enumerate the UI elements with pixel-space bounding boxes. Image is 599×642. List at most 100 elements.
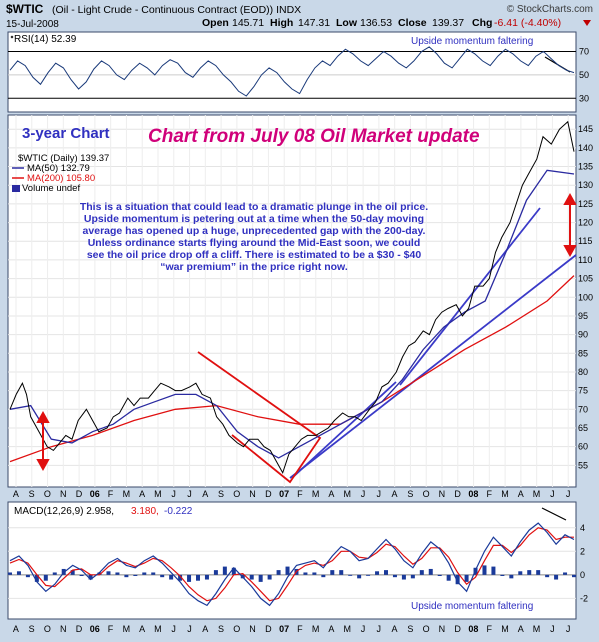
x-tick-label: M	[154, 624, 162, 634]
macd-histogram-bar	[16, 571, 21, 575]
macd-histogram-bar	[25, 574, 30, 578]
svg-text:Close: Close	[398, 17, 427, 29]
chart-span-label: 3-year Chart	[22, 125, 110, 142]
ohlc-readout: Open 145.71 High 147.31 Low 136.53 Close…	[202, 17, 561, 29]
svg-text:MA(50) 132.79: MA(50) 132.79	[27, 163, 90, 174]
x-axis-main: A S O N D 06 F M A M J J A S O N D 07 F M A M J J A S O N D 08 F M A M J J	[13, 489, 570, 499]
x-tick-label: A	[202, 624, 208, 634]
svg-text:Volume undef: Volume undef	[22, 183, 80, 194]
macd-tick-label: 2	[580, 546, 585, 556]
price-axis: 55 60 65 70 75 80 85 90 95 100 105 110 115 120 125 130 1…	[578, 124, 593, 470]
x-tick-label: J	[566, 489, 571, 499]
svg-text:MA(200) 105.80: MA(200) 105.80	[27, 173, 95, 184]
x-tick-label: J	[361, 624, 366, 634]
x-tick-label: O	[423, 489, 430, 499]
price-tick-label: 80	[578, 367, 588, 377]
svg-text:High: High	[270, 17, 293, 29]
x-tick-label: J	[171, 489, 176, 499]
x-tick-label: J	[566, 624, 571, 634]
macd-histogram-bar	[455, 574, 460, 585]
macd-histogram-bar	[375, 571, 380, 575]
price-tick-label: 130	[578, 180, 593, 190]
svg-text:Open: Open	[202, 17, 229, 29]
svg-text:Low: Low	[336, 17, 358, 29]
svg-text:average has opened up a huge,: average has opened up a huge, unpreceden…	[83, 225, 426, 237]
macd-histogram-bar	[482, 565, 487, 575]
macd-signal-line	[9, 527, 574, 602]
macd-histogram-bar	[178, 574, 183, 581]
macd-legend: MACD(12,26,9) 2.958, 3.180, -0.222	[14, 506, 193, 517]
macd-histogram-bar	[419, 570, 424, 575]
macd-histogram-bar	[554, 574, 559, 580]
price-tick-label: 55	[578, 460, 588, 470]
x-tick-label: 06	[90, 624, 100, 634]
rsi-menu-icon	[10, 35, 14, 39]
svg-text:$WTIC (Daily) 139.37: $WTIC (Daily) 139.37	[18, 153, 109, 164]
svg-text:see the oil price drop off a c: see the oil price drop off a cliff. Ther…	[87, 249, 422, 261]
x-tick-label: O	[44, 624, 51, 634]
header-date: 15-Jul-2008	[6, 19, 59, 30]
macd-histogram-bar	[8, 572, 12, 575]
x-tick-label: D	[76, 624, 83, 634]
rsi-label: RSI(14) 52.39	[14, 34, 77, 45]
x-tick-label: D	[265, 624, 272, 634]
x-tick-label: N	[60, 489, 67, 499]
macd-divergence-line	[541, 507, 567, 521]
macd-histogram-bar	[52, 572, 57, 575]
x-tick-label: N	[60, 624, 67, 634]
x-tick-label: A	[518, 624, 524, 634]
x-tick-label: D	[454, 624, 461, 634]
x-tick-label: J	[361, 489, 366, 499]
x-tick-label: S	[218, 489, 224, 499]
macd-histogram-bar	[509, 574, 514, 579]
symbol-title: $WTIC	[6, 2, 44, 16]
rsi-line	[9, 46, 575, 97]
x-tick-label: J	[550, 624, 555, 634]
x-tick-label: A	[139, 489, 145, 499]
macd-histogram-bar	[312, 572, 317, 575]
price-tick-label: 100	[578, 292, 593, 302]
x-tick-label: F	[297, 624, 303, 634]
x-tick-label: A	[392, 489, 398, 499]
macd-panel	[7, 501, 577, 620]
x-tick-label: M	[343, 489, 351, 499]
macd-histogram-bar	[34, 574, 39, 582]
x-tick-label: S	[407, 489, 413, 499]
price-tick-label: 105	[578, 274, 593, 284]
price-tick-label: 95	[578, 311, 588, 321]
price-line	[9, 120, 575, 475]
x-tick-label: D	[265, 489, 272, 499]
x-tick-label: S	[218, 624, 224, 634]
x-tick-label: O	[233, 489, 240, 499]
svg-text:145.71: 145.71	[232, 17, 264, 29]
macd-tick-label: 4	[580, 523, 585, 533]
x-tick-label: J	[187, 489, 192, 499]
svg-text:139.37: 139.37	[432, 17, 464, 29]
macd-histogram-bar	[464, 574, 469, 582]
macd-histogram-bar	[196, 574, 200, 581]
ma50-line	[9, 169, 575, 459]
x-tick-label: M	[501, 489, 509, 499]
x-tick-label: F	[108, 489, 114, 499]
macd-histogram-bar	[70, 570, 75, 575]
x-tick-label: M	[501, 624, 509, 634]
x-tick-label: J	[550, 489, 555, 499]
price-tick-label: 60	[578, 442, 588, 452]
x-tick-label: 08	[468, 624, 478, 634]
svg-text:MACD(12,26,9) 2.958,: MACD(12,26,9) 2.958,	[14, 506, 114, 517]
svg-text:136.53: 136.53	[360, 17, 392, 29]
macd-histogram-bar	[124, 574, 129, 578]
price-tick-label: 115	[578, 236, 592, 246]
x-tick-label: F	[297, 489, 303, 499]
rsi-axis: 70 50 30	[579, 47, 589, 104]
macd-histogram-bar	[321, 574, 326, 578]
ma200-line	[9, 275, 575, 463]
chart-title: Chart from July 08 Oil Market update	[148, 126, 480, 147]
commentary: This is a situation that could lead to a…	[80, 201, 428, 273]
macd-histogram-bar	[285, 566, 290, 575]
price-tick-label: 70	[578, 404, 588, 414]
macd-histogram-bar	[545, 574, 550, 578]
gap-arrow-icon	[563, 192, 577, 258]
macd-histogram-bar	[79, 574, 84, 576]
